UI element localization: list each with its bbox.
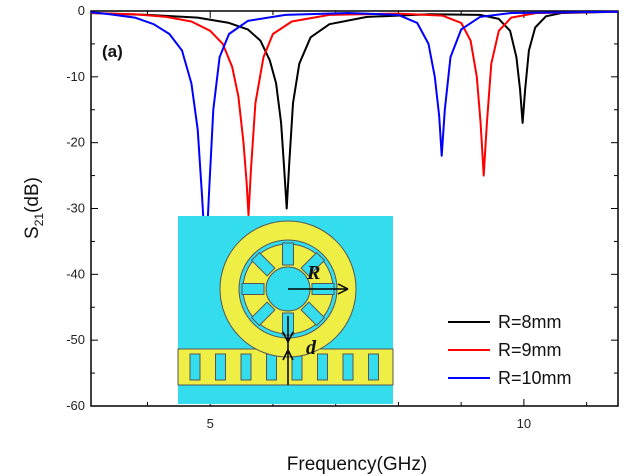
inset-strip-slots <box>189 353 379 381</box>
series-line-1 <box>90 10 619 210</box>
inset-gap-arrowhead-top <box>282 331 294 343</box>
inset-gap-label: d <box>306 337 317 359</box>
strip-slot <box>317 353 328 381</box>
y-tick-label: 0 <box>78 3 85 18</box>
legend-label: R=8mm <box>498 312 562 332</box>
radial-slot <box>250 251 276 277</box>
strip-slot <box>368 353 379 381</box>
inset-radius-arrowhead <box>337 283 349 295</box>
strip-slot <box>215 353 226 381</box>
y-tick-label: -30 <box>66 201 85 216</box>
y-tick-label: -60 <box>66 398 85 413</box>
radial-slot <box>250 301 276 327</box>
y-axis-title-tail: (dB) <box>22 177 43 213</box>
y-tick-label: -40 <box>66 266 85 281</box>
y-axis-title: S21(dB) <box>22 177 46 239</box>
y-axis-ticks: 0 -10 -20 -30 -40 -50 -60 <box>66 3 618 413</box>
x-axis-title: Frequency(GHz) <box>287 454 427 475</box>
y-axis-title-main: S <box>22 226 43 239</box>
inset-radius-label: R <box>306 262 320 284</box>
x-tick-label: 10 <box>517 416 531 431</box>
y-tick-label: -10 <box>66 69 85 84</box>
legend: R=8mm R=9mm R=10mm <box>448 312 572 388</box>
radial-slot <box>300 251 326 277</box>
inset-gap-arrowhead-bottom <box>282 349 294 361</box>
y-axis-title-sub: 21 <box>32 213 46 227</box>
strip-slot <box>240 353 252 381</box>
strip-slot <box>291 353 303 381</box>
strip-slot <box>266 353 277 381</box>
radial-slot <box>282 242 294 266</box>
radial-slot <box>300 301 326 327</box>
strip-slot <box>342 353 354 381</box>
radial-slot <box>241 283 265 295</box>
y-tick-label: -50 <box>66 332 85 347</box>
inset-diagram: R d <box>177 216 394 404</box>
series-line-2 <box>90 10 619 217</box>
panel-label: (a) <box>102 42 123 61</box>
series-line-3 <box>90 10 619 263</box>
series-lines <box>90 10 619 263</box>
x-tick-label: 5 <box>207 416 214 431</box>
legend-label: R=9mm <box>498 340 562 360</box>
legend-label: R=10mm <box>498 368 572 388</box>
strip-slot <box>189 353 201 381</box>
y-tick-label: -20 <box>66 135 85 150</box>
